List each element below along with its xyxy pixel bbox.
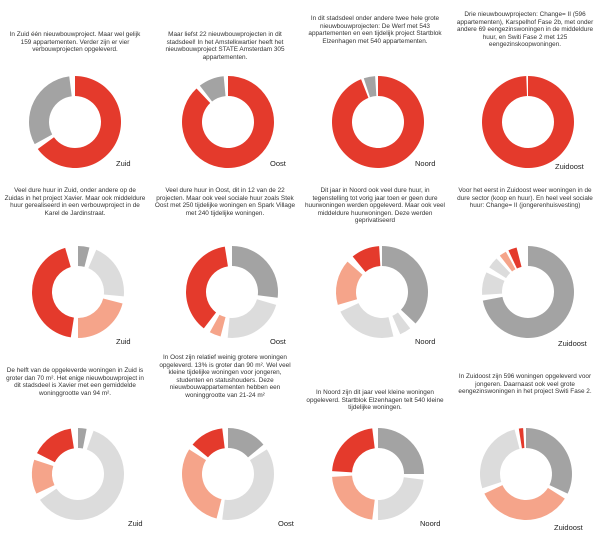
donut-slice-darkgrey [228, 428, 264, 458]
donut-slice-darkgrey [363, 76, 377, 98]
donut-slice-red [37, 428, 74, 463]
donut-chart [480, 428, 572, 520]
district-label: Zuidoost [558, 339, 587, 348]
donut-slice-salmon [332, 475, 375, 520]
donut-chart [332, 76, 424, 168]
donut-slice-red [352, 246, 381, 272]
donut-slice-lightgrey [480, 429, 520, 489]
donut-chart [186, 246, 278, 338]
donut-slice-lightgrey [378, 477, 424, 520]
donut-slice-red [37, 76, 121, 168]
district-label: Zuidoost [554, 523, 583, 532]
chart-caption: Voor het eerst in Zuidoost weer woningen… [457, 187, 593, 210]
district-label: Zuid [116, 337, 131, 346]
chart-caption: Veel dure huur in Zuid, onder andere op … [4, 187, 146, 217]
donut-slice-lightgrey [222, 449, 274, 520]
donut-slice-red [32, 247, 74, 338]
donut-slice-lightgrey [39, 430, 124, 520]
donut-slice-salmon [499, 251, 516, 272]
chart-caption: In Zuidoost zijn 596 woningen opgeleverd… [458, 373, 592, 396]
donut-slice-darkgrey [378, 428, 424, 474]
donut-slice-darkgrey [382, 246, 428, 324]
donut-slice-lightgrey [88, 249, 125, 297]
donut-slice-salmon [31, 459, 55, 494]
donut-slice-darkgrey [78, 246, 90, 267]
donut-slice-salmon [336, 261, 363, 305]
district-label: Noord [415, 159, 436, 168]
donut-slice-salmon [484, 485, 565, 520]
donut-chart [332, 428, 424, 520]
donut-chart [31, 428, 124, 520]
donut-slice-red [332, 428, 375, 473]
donut-chart [336, 246, 428, 338]
donut-slice-red [508, 247, 522, 269]
donut-slice-darkgrey [78, 428, 87, 449]
chart-caption: Maar liefst 22 nieuwbouwprojecten in dit… [165, 31, 285, 61]
donut-chart [182, 428, 274, 520]
donut-chart [482, 76, 574, 168]
district-label: Oost [270, 159, 286, 168]
donut-chart [29, 76, 121, 168]
chart-caption: De helft van de opgeleverde woningen in … [6, 367, 144, 397]
donut-slice-lightgrey [489, 258, 511, 279]
donut-slice-darkgrey [29, 76, 72, 145]
donut-slice-salmon [209, 314, 226, 337]
donut-slice-red [192, 428, 225, 458]
donut-slice-red [332, 76, 424, 168]
district-label: Zuid [128, 519, 143, 528]
donut-slice-darkgrey [232, 246, 278, 298]
donut-slice-darkgrey [526, 428, 572, 494]
district-label: Oost [270, 337, 286, 346]
donut-slice-salmon [182, 449, 222, 519]
district-label: Oost [278, 519, 294, 528]
district-label: Noord [420, 519, 441, 528]
donut-slice-lightgrey [340, 303, 394, 338]
chart-caption: In dit stadsdeel onder andere twee hele … [308, 15, 442, 45]
donut-slice-darkgrey [199, 76, 226, 102]
donut-chart [182, 76, 274, 168]
donut-slice-red [482, 76, 574, 168]
chart-caption: In Zuid één nieuwbouwproject. Maar wel g… [9, 31, 141, 54]
chart-caption: Dit jaar in Noord ook veel dure huur, in… [305, 187, 445, 225]
donut-slice-lightgrey [482, 272, 505, 295]
district-label: Zuid [116, 159, 131, 168]
chart-caption: Veel dure huur in Oost, dit in 12 van de… [154, 187, 296, 217]
donut-slice-lightgrey [227, 299, 277, 338]
district-label: Noord [415, 337, 436, 346]
donut-chart [482, 246, 574, 338]
donut-slice-darkgrey [482, 246, 574, 338]
district-label: Zuidoost [555, 162, 584, 171]
donut-slice-red [518, 428, 525, 449]
donut-slice-lightgrey [392, 312, 411, 335]
donut-slice-red [182, 76, 274, 168]
chart-caption: In Oost zijn relatief weinig grotere won… [159, 354, 291, 399]
donut-slice-salmon [78, 298, 123, 338]
donut-slice-red [186, 246, 228, 329]
chart-caption: Drie nieuwbouwprojecten: Change= II (596… [456, 11, 594, 49]
chart-caption: In Noord zijn dit jaar veel kleine wonin… [306, 389, 444, 412]
donut-chart [32, 246, 125, 338]
